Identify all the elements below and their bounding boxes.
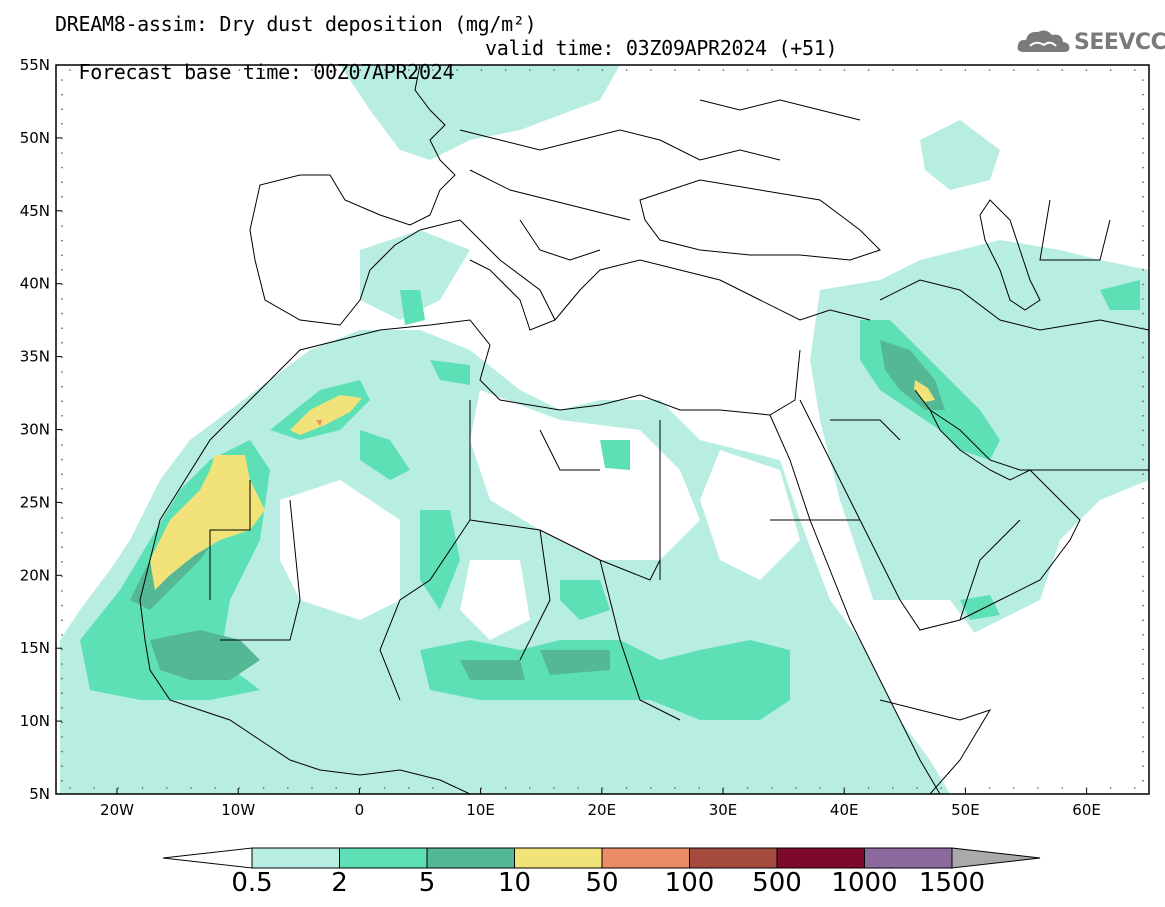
colorbar-label: 1500: [918, 868, 986, 898]
colorbar-segment: [601, 847, 690, 869]
longitude-axis: 20W 10W 0 10E 20E 30E 40E 50E 60E: [100, 788, 1101, 819]
colorbar-label: 0.5: [231, 868, 273, 898]
colorbar-label: 1000: [831, 868, 898, 898]
colorbar: [162, 847, 1041, 869]
base-time: Forecast base time: 00Z07APR2024: [78, 60, 455, 84]
colorbar-segment: [514, 847, 603, 869]
logo: SEEVCCC: [1016, 26, 1165, 58]
lon-label: 40E: [830, 801, 859, 819]
colorbar-under-arrow: [162, 847, 253, 869]
colorbar-label: 5: [418, 868, 436, 898]
logo-text: SEEVCCC: [1074, 30, 1165, 55]
colorbar-label: 2: [331, 868, 348, 898]
lon-label: 60E: [1072, 801, 1101, 819]
colorbar-segment: [251, 847, 340, 869]
colorbar-segment: [426, 847, 515, 869]
lat-label: 55N: [20, 56, 50, 74]
colorbar-label: 500: [752, 868, 802, 898]
colorbar-segment: [864, 847, 953, 869]
lat-label: 15N: [20, 639, 50, 657]
frame-dots: [61, 69, 1144, 789]
colorbar-over-arrow: [951, 847, 1041, 869]
lat-label: 20N: [20, 566, 50, 584]
lon-label: 30E: [709, 801, 738, 819]
lon-label: 20W: [100, 801, 134, 819]
lat-label: 5N: [29, 785, 50, 803]
cloud-icon: [1017, 30, 1070, 52]
lon-label: 20E: [588, 801, 617, 819]
colorbar-label: 100: [664, 868, 715, 898]
lat-label: 30N: [20, 421, 50, 439]
lon-label: 10E: [466, 801, 495, 819]
colorbar-label: 10: [497, 868, 532, 898]
lat-label: 40N: [20, 275, 50, 293]
lat-label: 10N: [20, 712, 50, 730]
colorbar-segment: [776, 847, 865, 869]
base-time-line: Forecast base time: 00Z07APR2024 valid t…: [55, 36, 837, 108]
colorbar-segment: [339, 847, 428, 869]
lat-label: 45N: [20, 202, 50, 220]
map-title: DREAM8-assim: Dry dust deposition (mg/m²…: [55, 12, 537, 36]
colorbar-label: 50: [585, 868, 619, 898]
latitude-axis: 55N 50N 45N 40N 35N 30N 25N 20N 15N 10N 5N: [20, 56, 62, 803]
dust-fields: [60, 65, 1149, 794]
lon-label: 0: [355, 801, 365, 819]
lat-label: 25N: [20, 493, 50, 511]
lat-label: 35N: [20, 348, 50, 366]
lon-label: 50E: [951, 801, 980, 819]
lon-label: 10W: [221, 801, 255, 819]
colorbar-segment: [689, 847, 778, 869]
lat-label: 50N: [20, 129, 50, 147]
valid-time: valid time: 03Z09APR2024 (+51): [485, 36, 838, 60]
